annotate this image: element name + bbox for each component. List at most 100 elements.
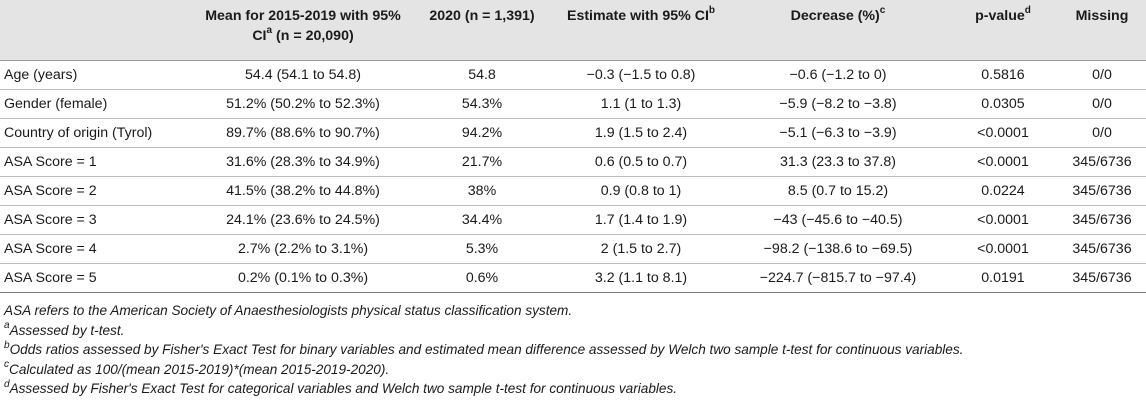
table-cell: 345/6736	[1058, 147, 1146, 177]
header-text-sample: (n = 20,090)	[272, 28, 354, 44]
table-cell: 89.7% (88.6% to 90.7%)	[196, 118, 410, 148]
header-footnote-mark: b	[708, 5, 716, 17]
table-cell: 0.6%	[410, 263, 554, 293]
table-cell: 345/6736	[1058, 176, 1146, 206]
header-text: 2020 (n = 1,391)	[429, 8, 535, 24]
footnote: aAssessed by t-test.	[4, 321, 1134, 341]
row-label: ASA Score = 2	[0, 176, 196, 206]
table-row: ASA Score = 3 24.1% (23.6% to 24.5%) 34.4%…	[0, 205, 1146, 235]
footnote-text: Assessed by Fisher's Exact Test for cate…	[9, 381, 678, 397]
table-cell: 31.3 (23.3 to 37.8)	[728, 147, 948, 177]
table-cell: 0.6 (0.5 to 0.7)	[554, 147, 728, 177]
footnote: cCalculated as 100/(mean 2015-2019)*(mea…	[4, 360, 1134, 380]
table-cell: 1.9 (1.5 to 2.4)	[554, 118, 728, 148]
footnote-mark: a	[4, 320, 10, 332]
header-footnote-mark: d	[1024, 5, 1031, 17]
table-cell: −224.7 (−815.7 to −97.4)	[728, 263, 948, 293]
table-row: Age (years) 54.4 (54.1 to 54.8) 54.8 −0.3 (…	[0, 60, 1146, 90]
results-table-container: Mean for 2015-2019 with 95% CIa (n = 20,…	[0, 0, 1146, 293]
header-variable	[0, 0, 196, 61]
row-label: ASA Score = 5	[0, 263, 196, 293]
row-label: Country of origin (Tyrol)	[0, 118, 196, 148]
header-text: Estimate with 95% CI	[566, 8, 709, 24]
table-row: ASA Score = 5 0.2% (0.1% to 0.3%) 0.6% 3.2 …	[0, 263, 1146, 293]
table-cell: 21.7%	[410, 147, 554, 177]
table-cell: <0.0001	[948, 205, 1058, 235]
footnote-mark: d	[4, 378, 10, 390]
table-cell: 345/6736	[1058, 263, 1146, 293]
row-label: ASA Score = 4	[0, 234, 196, 264]
table-cell: 345/6736	[1058, 234, 1146, 264]
table-cell: 1.7 (1.4 to 1.9)	[554, 205, 728, 235]
table-cell: 8.5 (0.7 to 15.2)	[728, 176, 948, 206]
table-cell: 1.1 (1 to 1.3)	[554, 89, 728, 119]
table-cell: −98.2 (−138.6 to −69.5)	[728, 234, 948, 264]
table-cell: 2.7% (2.2% to 3.1%)	[196, 234, 410, 264]
row-label: ASA Score = 3	[0, 205, 196, 235]
header-footnote-mark: c	[879, 5, 886, 17]
table-cell: <0.0001	[948, 118, 1058, 148]
table-cell: 31.6% (28.3% to 34.9%)	[196, 147, 410, 177]
table-cell: 2 (1.5 to 2.7)	[554, 234, 728, 264]
table-cell: 54.4 (54.1 to 54.8)	[196, 60, 410, 90]
header-text: Missing	[1075, 8, 1129, 24]
table-cell: 51.2% (50.2% to 52.3%)	[196, 89, 410, 119]
table-cell: 94.2%	[410, 118, 554, 148]
header-text: p-value	[975, 8, 1025, 24]
table-cell: 0.0305	[948, 89, 1058, 119]
table-row: ASA Score = 4 2.7% (2.2% to 3.1%) 5.3% 2 (1…	[0, 234, 1146, 264]
table-cell: 34.4%	[410, 205, 554, 235]
row-label: Gender (female)	[0, 89, 196, 119]
table-cell: 41.5% (38.2% to 44.8%)	[196, 176, 410, 206]
header-2020: 2020 (n = 1,391)	[410, 0, 554, 61]
table-cell: 0/0	[1058, 89, 1146, 119]
table-row: ASA Score = 1 31.6% (28.3% to 34.9%) 21.7%…	[0, 147, 1146, 177]
header-decrease: Decrease (%)c	[728, 0, 948, 61]
footnote: ASA refers to the American Society of An…	[4, 301, 1134, 321]
table-cell: 0.5816	[948, 60, 1058, 90]
table-body: Age (years) 54.4 (54.1 to 54.8) 54.8 −0.3 (…	[0, 60, 1146, 293]
table-cell: 0.2% (0.1% to 0.3%)	[196, 263, 410, 293]
row-label: ASA Score = 1	[0, 147, 196, 177]
table-cell: 345/6736	[1058, 205, 1146, 235]
footnote-text: ASA refers to the American Society of An…	[4, 303, 573, 318]
footnote: dAssessed by Fisher's Exact Test for cat…	[4, 379, 1134, 399]
header-footnote-mark: a	[266, 25, 273, 37]
header-p-value: p-valued	[948, 0, 1058, 61]
table-cell: <0.0001	[948, 147, 1058, 177]
table-cell: 5.3%	[410, 234, 554, 264]
table-row: ASA Score = 2 41.5% (38.2% to 44.8%) 38% 0.…	[0, 176, 1146, 206]
table-cell: 3.2 (1.1 to 8.1)	[554, 263, 728, 293]
table-cell: 54.8	[410, 60, 554, 90]
table-row: Country of origin (Tyrol) 89.7% (88.6% to…	[0, 118, 1146, 148]
footnote-text: Assessed by t-test.	[9, 322, 125, 338]
header-text: Decrease (%)	[790, 8, 880, 24]
table-cell: −0.6 (−1.2 to 0)	[728, 60, 948, 90]
table-cell: 24.1% (23.6% to 24.5%)	[196, 205, 410, 235]
footnote-text: Odds ratios assessed by Fisher's Exact T…	[9, 342, 964, 358]
header-mean-2015-2019: Mean for 2015-2019 with 95% CIa (n = 20,…	[196, 0, 410, 61]
header-estimate: Estimate with 95% CIb	[554, 0, 728, 61]
header-missing: Missing	[1058, 0, 1146, 61]
table-cell: <0.0001	[948, 234, 1058, 264]
footnote-text: Calculated as 100/(mean 2015-2019)*(mean…	[9, 361, 390, 377]
table-cell: 54.3%	[410, 89, 554, 119]
header-text: Mean for 2015-2019 with 95% CI	[205, 8, 401, 44]
footnote-mark: b	[4, 339, 10, 351]
table-cell: 0/0	[1058, 118, 1146, 148]
table-cell: 0.9 (0.8 to 1)	[554, 176, 728, 206]
table-cell: 38%	[410, 176, 554, 206]
table-cell: −0.3 (−1.5 to 0.8)	[554, 60, 728, 90]
table-cell: 0.0191	[948, 263, 1058, 293]
table-cell: −5.9 (−8.2 to −3.8)	[728, 89, 948, 119]
table-cell: −5.1 (−6.3 to −3.9)	[728, 118, 948, 148]
table-row: Gender (female) 51.2% (50.2% to 52.3%) 54.…	[0, 89, 1146, 119]
footnote: bOdds ratios assessed by Fisher's Exact …	[4, 340, 1134, 360]
table-cell: −43 (−45.6 to −40.5)	[728, 205, 948, 235]
table-cell: 0/0	[1058, 60, 1146, 90]
results-table: Mean for 2015-2019 with 95% CIa (n = 20,…	[0, 0, 1146, 293]
table-cell: 0.0224	[948, 176, 1058, 206]
footnote-mark: c	[4, 359, 9, 371]
row-label: Age (years)	[0, 60, 196, 90]
table-header-row: Mean for 2015-2019 with 95% CIa (n = 20,…	[0, 0, 1146, 61]
